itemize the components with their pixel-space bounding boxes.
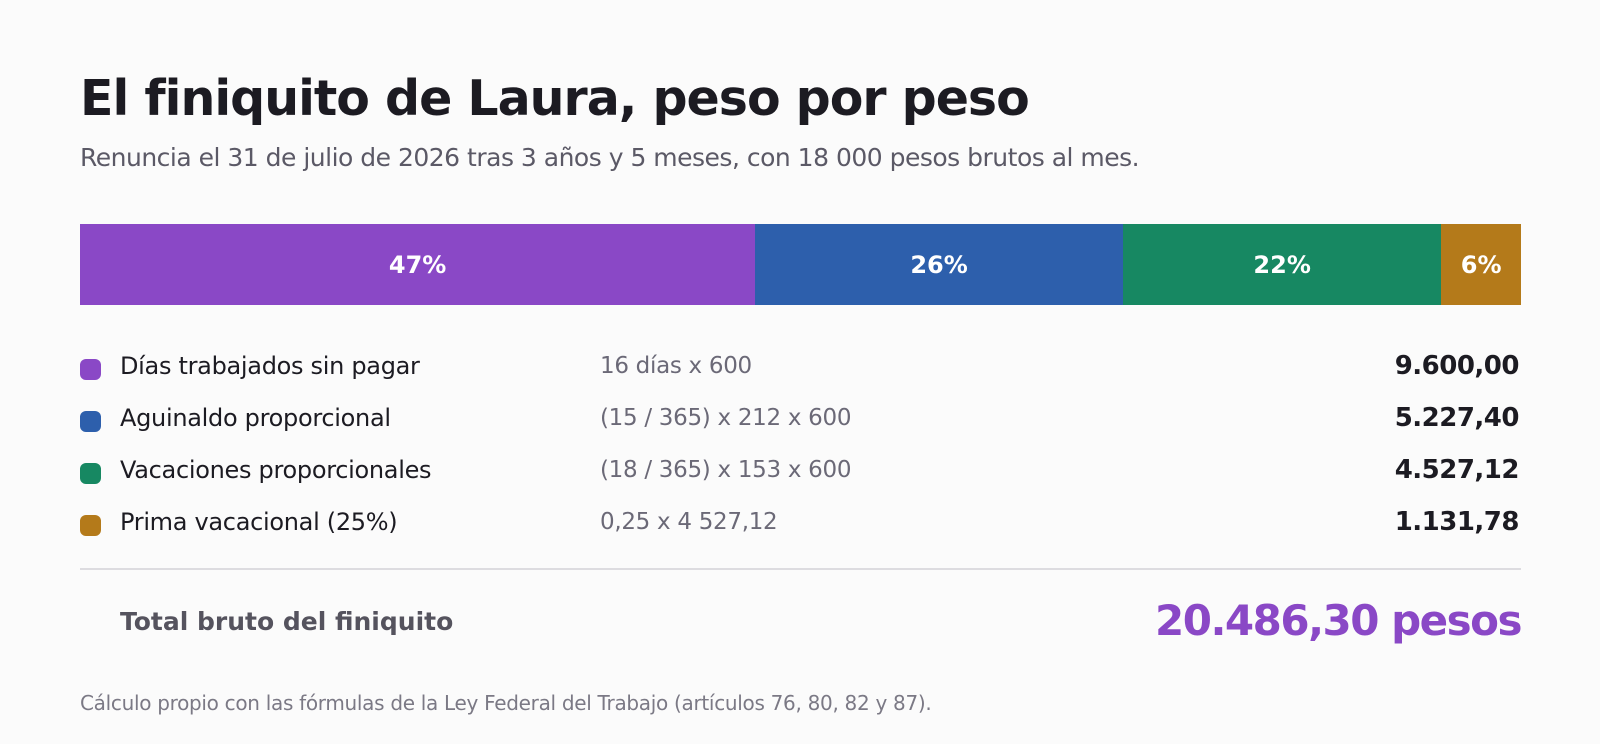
bar-segment-4: 6%	[1441, 224, 1521, 305]
breakdown-row: Aguinaldo proporcional (15 / 365) x 212 x…	[80, 396, 1521, 448]
total-amount: 20.486,30 pesos	[1155, 596, 1523, 645]
bar-segment-1: 47%	[80, 224, 756, 305]
bar-segment-label: 6%	[1460, 250, 1502, 279]
breakdown-amount: 5.227,40	[1394, 403, 1520, 433]
bar-segment-3: 22%	[1122, 224, 1442, 305]
breakdown-formula: 0,25 x 4 527,12	[600, 509, 778, 535]
legend-swatch	[80, 359, 101, 380]
breakdown-label: Aguinaldo proporcional	[120, 404, 391, 432]
breakdown-list: Días trabajados sin pagar 16 días x 600 9.…	[80, 344, 1521, 552]
total-divider	[80, 568, 1521, 570]
breakdown-row: Días trabajados sin pagar 16 días x 600 9.…	[80, 344, 1521, 396]
breakdown-row: Vacaciones proporcionales (18 / 365) x 15…	[80, 448, 1521, 500]
total-label: Total bruto del finiquito	[120, 607, 454, 636]
chart-title: El finiquito de Laura, peso por peso	[80, 70, 1030, 127]
bar-segment-label: 47%	[388, 250, 447, 279]
breakdown-amount: 1.131,78	[1394, 507, 1520, 537]
breakdown-label: Días trabajados sin pagar	[120, 352, 420, 380]
bar-segment-label: 22%	[1253, 250, 1311, 279]
bar-segment-label: 26%	[910, 250, 968, 279]
breakdown-label: Prima vacacional (25%)	[120, 508, 398, 536]
breakdown-formula: (18 / 365) x 153 x 600	[600, 457, 852, 483]
breakdown-amount: 9.600,00	[1394, 351, 1520, 381]
breakdown-formula: 16 días x 600	[600, 353, 752, 379]
breakdown-label: Vacaciones proporcionales	[120, 456, 432, 484]
bar-segment-2: 26%	[755, 224, 1123, 305]
legend-swatch	[80, 515, 101, 536]
breakdown-amount: 4.527,12	[1394, 455, 1520, 485]
legend-swatch	[80, 463, 101, 484]
stacked-bar: 47% 26% 22% 6%	[80, 224, 1521, 305]
footnote: Cálculo propio con las fórmulas de la Le…	[80, 691, 932, 715]
breakdown-row: Prima vacacional (25%) 0,25 x 4 527,12 1.1…	[80, 500, 1521, 552]
breakdown-formula: (15 / 365) x 212 x 600	[600, 405, 852, 431]
legend-swatch	[80, 411, 101, 432]
chart-subtitle: Renuncia el 31 de julio de 2026 tras 3 a…	[80, 143, 1140, 172]
